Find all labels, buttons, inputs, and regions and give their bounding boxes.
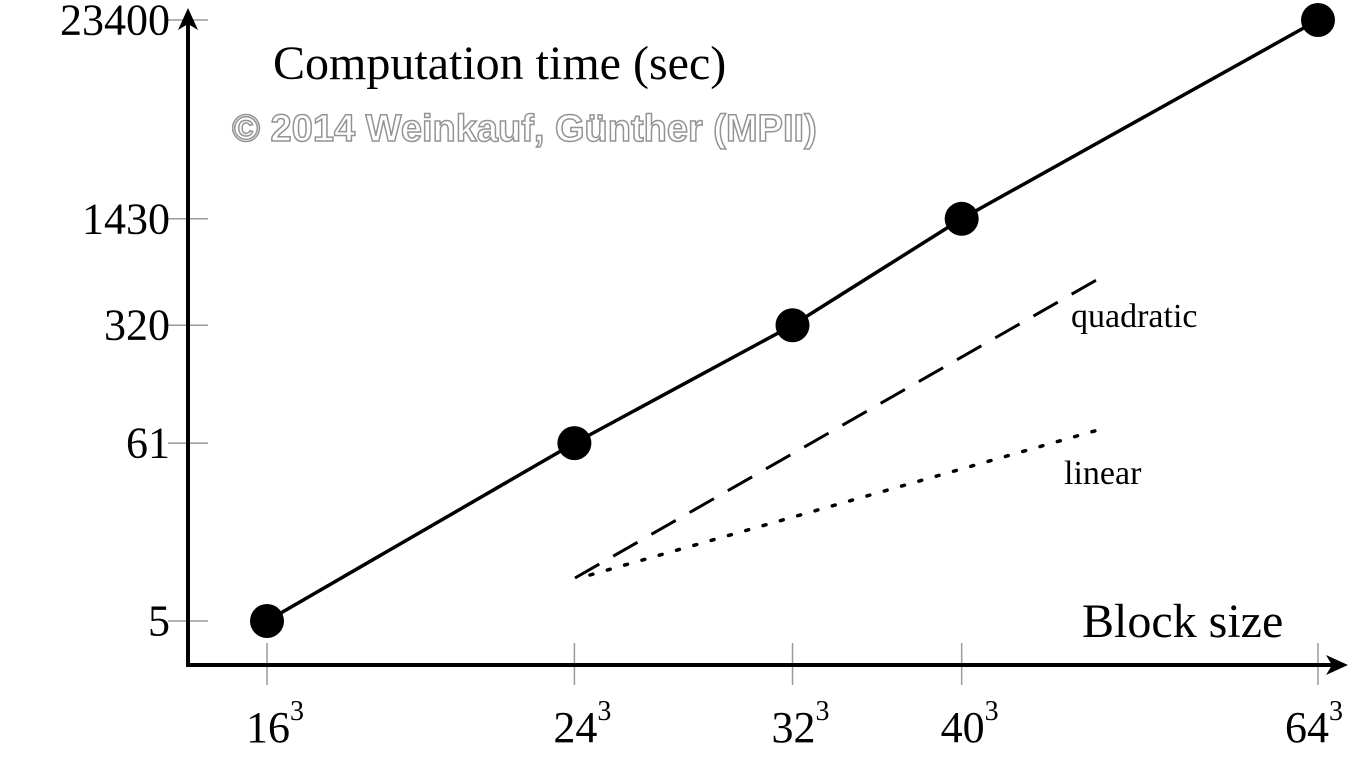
x-tick-base: 16 [246, 703, 290, 752]
data-point-64 [1301, 3, 1335, 37]
quadratic-label: quadratic [1071, 298, 1198, 335]
y-tick-label: 1430 [82, 194, 170, 244]
y-tick-label: 320 [104, 300, 170, 350]
y-axis-arrow [178, 8, 198, 30]
data-point-24 [557, 426, 592, 461]
x-tick-label: 403 [940, 696, 999, 753]
x-axis-label: Block size [1082, 595, 1284, 648]
x-tick-label: 163 [246, 696, 304, 753]
watermark: © 2014 Weinkauf, Günther (MPII) [231, 107, 817, 151]
x-tick-exponent: 3 [984, 696, 999, 727]
x-tick-base: 40 [940, 703, 985, 752]
linear-line [588, 428, 1100, 577]
linear-label: linear [1064, 455, 1142, 492]
x-tick-label: 243 [553, 696, 611, 753]
x-tick-exponent: 3 [815, 696, 830, 727]
x-axis-arrow [1326, 655, 1348, 675]
y-tick-label: 61 [126, 418, 170, 468]
y-tick-label: 23400 [60, 0, 170, 45]
x-tick-base: 32 [771, 703, 816, 752]
data-point-40 [944, 201, 979, 236]
data-point-16 [250, 604, 284, 638]
x-tick-label: 643 [1285, 696, 1343, 753]
x-tick-exponent: 3 [597, 696, 612, 727]
y-axis-label: Computation time (sec) [273, 37, 727, 90]
data-point-32 [775, 308, 810, 343]
x-tick-base: 24 [553, 703, 598, 752]
quadratic-line [574, 276, 1101, 580]
x-tick-label: 323 [771, 696, 830, 753]
x-tick-exponent: 3 [1329, 696, 1343, 727]
x-tick-base: 64 [1285, 703, 1329, 752]
x-tick-exponent: 3 [290, 696, 304, 727]
y-tick-label: 5 [148, 596, 170, 646]
